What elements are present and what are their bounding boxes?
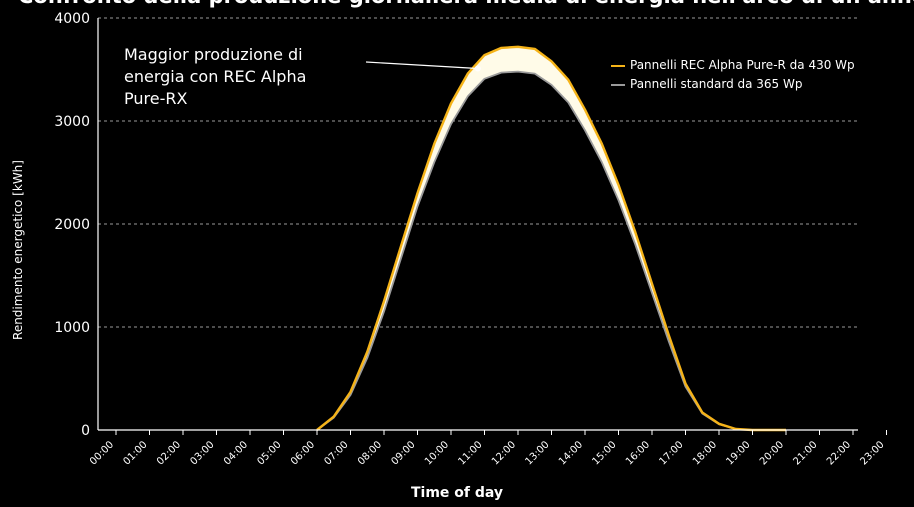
x-tick-label-1500: 15:00 xyxy=(590,439,618,467)
x-tick-labels: 00:00 01:00 02:00 03:00 04:00 05:00 06:00 07:00… xyxy=(88,430,887,468)
x-tick-label-1700: 17:00 xyxy=(657,439,685,467)
x-tick-label-2200: 22:00 xyxy=(825,439,853,467)
legend-label-rec-alpha: Pannelli REC Alpha Pure-R da 430 Wp xyxy=(630,58,855,72)
x-tick-label-1800: 18:00 xyxy=(691,439,719,467)
x-tick-label-0400: 04:00 xyxy=(222,439,250,467)
x-tick-label-0500: 05:00 xyxy=(255,439,283,467)
x-tick-label-2000: 20:00 xyxy=(758,439,786,467)
x-tick-label-0100: 01:00 xyxy=(121,439,149,467)
series-line-rec-alpha xyxy=(316,45,786,432)
series-lines xyxy=(316,45,786,432)
x-tick-label-1000: 10:00 xyxy=(423,439,451,467)
y-tick-label-0: 0 xyxy=(81,423,90,439)
legend-item-rec-alpha: Pannelli REC Alpha Pure-R da 430 Wp xyxy=(611,56,855,75)
x-tick-label-1100: 11:00 xyxy=(456,439,484,467)
x-tick-label-0200: 02:00 xyxy=(155,439,183,467)
y-tick-labels: 0 1000 2000 3000 4000 xyxy=(54,11,90,439)
x-tick-label-0700: 07:00 xyxy=(322,439,350,467)
x-tick-label-1600: 16:00 xyxy=(624,439,652,467)
x-tick-label-1300: 13:00 xyxy=(523,439,551,467)
chart-title: Confronto della produzione giornaliera m… xyxy=(18,0,914,8)
x-tick-label-0300: 03:00 xyxy=(188,439,216,467)
y-tick-label-1000: 1000 xyxy=(54,320,90,336)
legend-swatch-standard xyxy=(611,83,625,86)
x-tick-label-2300: 23:00 xyxy=(858,439,886,467)
annotation-line xyxy=(365,61,478,70)
legend-label-standard: Pannelli standard da 365 Wp xyxy=(630,77,803,91)
x-tick-label-0900: 09:00 xyxy=(389,439,417,467)
grid-lines xyxy=(98,17,858,328)
area-gain-fill xyxy=(317,46,786,431)
x-tick-label-2100: 21:00 xyxy=(791,439,819,467)
x-axis-label: Time of day xyxy=(410,485,504,501)
annotation-pointer xyxy=(365,61,481,72)
y-tick-label-3000: 3000 xyxy=(54,114,90,130)
annotation-text: Maggior produzione di energia con REC Al… xyxy=(124,45,307,108)
legend: Pannelli REC Alpha Pure-R da 430 Wp Pann… xyxy=(611,56,855,94)
x-tick-label-0600: 06:00 xyxy=(289,439,317,467)
x-tick-label-1400: 14:00 xyxy=(557,439,585,467)
y-axis-label: Rendimento energetico [kWh] xyxy=(11,160,25,340)
x-tick-label-1900: 19:00 xyxy=(724,439,752,467)
fill-between-area xyxy=(317,46,786,431)
legend-swatch-rec-alpha xyxy=(611,64,625,67)
x-tick-label-0000: 00:00 xyxy=(88,439,116,467)
y-tick-label-4000: 4000 xyxy=(54,11,90,27)
x-tick-label-1200: 12:00 xyxy=(490,439,518,467)
y-tick-label-2000: 2000 xyxy=(54,217,90,233)
legend-item-standard: Pannelli standard da 365 Wp xyxy=(611,75,855,94)
annotation-dot xyxy=(474,65,481,72)
axes xyxy=(97,18,858,431)
x-tick-label-0800: 08:00 xyxy=(356,439,384,467)
series-line-standard xyxy=(316,70,786,431)
